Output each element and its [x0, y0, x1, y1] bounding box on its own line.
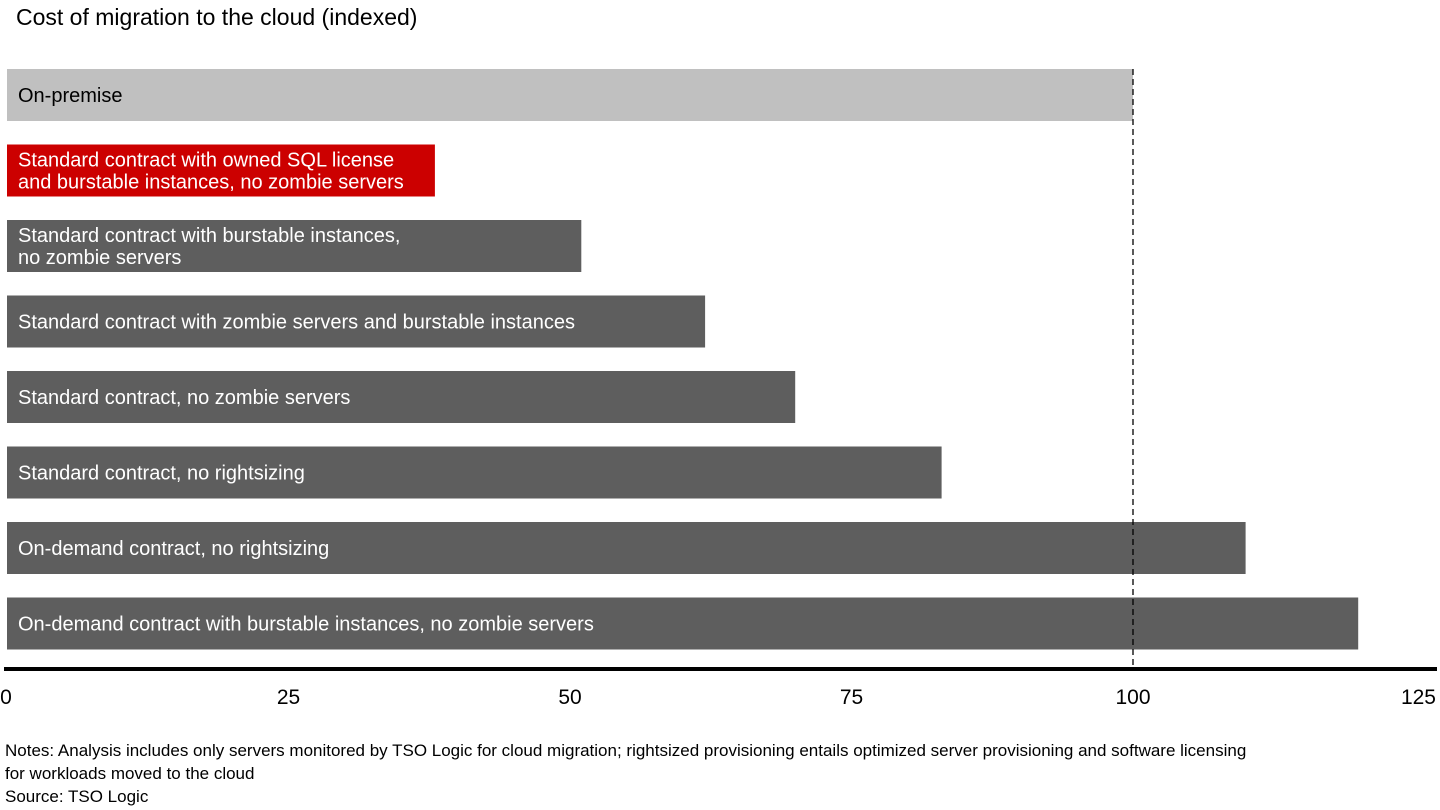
bar-label-1: Standard contract with owned SQL license…: [18, 150, 404, 194]
x-tick-label-100: 100: [1115, 686, 1150, 709]
bar-2: [7, 220, 582, 272]
chart-title: Cost of migration to the cloud (indexed): [16, 4, 418, 30]
x-tick-label-0: 0: [0, 686, 12, 709]
bar-0: [7, 69, 1133, 121]
x-tick-label-75: 75: [840, 686, 863, 709]
source-line: Source: TSO Logic: [5, 787, 149, 806]
bar-label-3: Standard contract with zombie servers an…: [18, 312, 575, 334]
chart-notes: Notes: Analysis includes only servers mo…: [5, 739, 1440, 808]
bar-4: [7, 371, 796, 423]
notes-line-1: Notes: Analysis includes only servers mo…: [5, 741, 1247, 760]
x-tick-label-50: 50: [558, 686, 581, 709]
x-tick-label-25: 25: [277, 686, 300, 709]
bar-label-2: Standard contract with burstable instanc…: [18, 225, 400, 269]
bar-5: [7, 446, 942, 499]
bar-chart: On-premise Standard contract with owned S…: [0, 69, 1437, 709]
notes-line-2: for workloads moved to the cloud: [5, 764, 255, 783]
bar-1: [7, 144, 435, 197]
bar-label-6: On-demand contract, no rightsizing: [18, 538, 329, 560]
bar-label-5: Standard contract, no rightsizing: [18, 463, 305, 485]
bar-6: [7, 522, 1246, 574]
bar-label-0: On-premise: [18, 85, 122, 107]
bar-label-4: Standard contract, no zombie servers: [18, 387, 350, 409]
bar-3: [7, 295, 706, 348]
x-tick-label-125: 125: [1401, 686, 1436, 709]
bar-label-7: On-demand contract with burstable instan…: [18, 614, 594, 636]
